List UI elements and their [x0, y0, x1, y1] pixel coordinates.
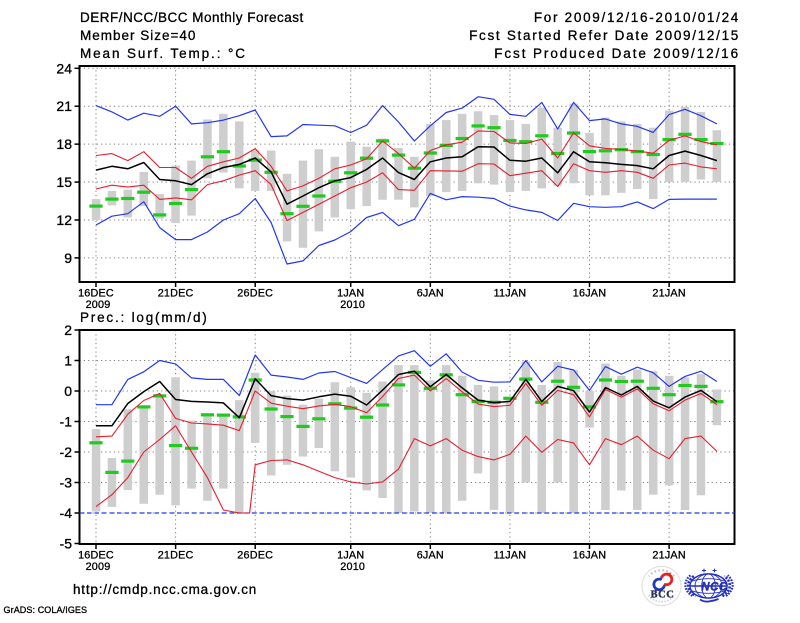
svg-text:0: 0 [64, 383, 72, 399]
svg-text:6JAN: 6JAN [417, 288, 444, 300]
svg-text:1: 1 [64, 353, 72, 369]
svg-text:26DEC: 26DEC [237, 550, 273, 562]
svg-text:Member Size=40: Member Size=40 [80, 28, 196, 43]
svg-text:-3: -3 [60, 475, 73, 491]
svg-text:DERF/NCC/BCC Monthly Forecast: DERF/NCC/BCC Monthly Forecast [80, 10, 304, 25]
svg-text:2009: 2009 [86, 299, 111, 311]
svg-text:21DEC: 21DEC [158, 288, 194, 300]
svg-text:6JAN: 6JAN [417, 550, 444, 562]
svg-text:15: 15 [56, 174, 72, 190]
svg-text:11JAN: 11JAN [494, 288, 527, 300]
svg-text:GrADS: COLA/IGES: GrADS: COLA/IGES [4, 605, 88, 615]
svg-text:16JAN: 16JAN [573, 550, 606, 562]
svg-text:2010: 2010 [340, 561, 365, 573]
svg-text:Mean Surf. Temp.: °C: Mean Surf. Temp.: °C [80, 46, 247, 61]
svg-text:2009: 2009 [86, 561, 111, 573]
svg-text:21JAN: 21JAN [652, 550, 685, 562]
svg-text:21DEC: 21DEC [158, 550, 194, 562]
svg-text:11JAN: 11JAN [494, 550, 527, 562]
svg-text:BCC: BCC [651, 590, 675, 601]
svg-text:NCC: NCC [701, 582, 728, 594]
svg-text:-1: -1 [60, 414, 73, 430]
svg-text:26DEC: 26DEC [237, 288, 273, 300]
svg-text:16DEC: 16DEC [78, 550, 114, 562]
svg-text:For 2009/12/16-2010/01/24: For 2009/12/16-2010/01/24 [534, 10, 740, 25]
svg-text:1JAN: 1JAN [337, 288, 364, 300]
svg-text:24: 24 [56, 60, 72, 76]
svg-text:-2: -2 [60, 444, 73, 460]
svg-text:18: 18 [56, 136, 72, 152]
svg-text:16JAN: 16JAN [573, 288, 606, 300]
svg-text:16DEC: 16DEC [78, 288, 114, 300]
svg-text:Fcst Produced Date 2009/12/16: Fcst Produced Date 2009/12/16 [494, 46, 740, 61]
svg-text:-5: -5 [60, 536, 73, 552]
svg-text:2010: 2010 [340, 299, 365, 311]
svg-text:Fcst Started Refer Date 2009/1: Fcst Started Refer Date 2009/12/15 [469, 28, 740, 43]
svg-text:1JAN: 1JAN [337, 550, 364, 562]
svg-text:21: 21 [56, 98, 72, 114]
svg-text:Prec.: log(mm/d): Prec.: log(mm/d) [80, 310, 209, 325]
svg-text:21JAN: 21JAN [652, 288, 685, 300]
svg-text:2: 2 [64, 322, 72, 338]
svg-text:http://cmdp.ncc.cma.gov.cn: http://cmdp.ncc.cma.gov.cn [73, 582, 257, 597]
svg-text:12: 12 [56, 212, 72, 228]
svg-text:-4: -4 [60, 505, 73, 521]
svg-text:9: 9 [64, 250, 72, 266]
